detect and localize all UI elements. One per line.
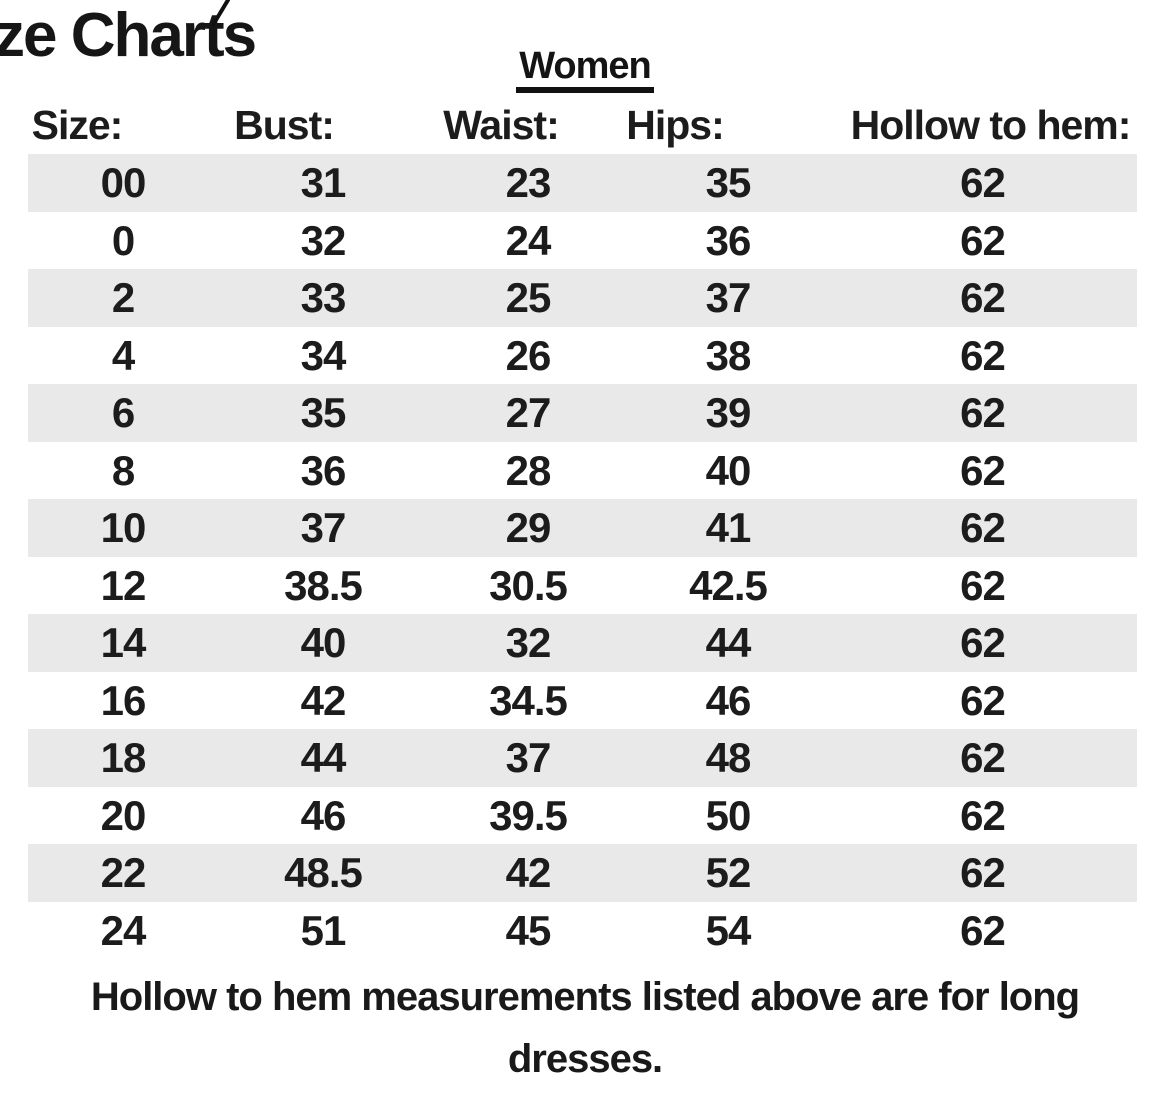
table-cell: 32 <box>300 216 347 264</box>
table-row: 22 48.5 42 52 62 <box>28 844 1137 902</box>
table-cell: 38 <box>705 331 752 379</box>
table-cell: 38.5 <box>284 561 363 609</box>
table-cell: 44 <box>705 619 752 666</box>
table-cell: 62 <box>960 216 1006 264</box>
table-cell: 48.5 <box>284 849 363 896</box>
table-cell: 52 <box>705 849 752 896</box>
table-cell: 35 <box>300 389 347 436</box>
table-cell: 42 <box>300 676 347 724</box>
table-cell: 62 <box>960 274 1006 321</box>
table-row: 18 44 37 48 62 <box>28 729 1137 787</box>
table-cell: 62 <box>960 791 1006 839</box>
table-cell: 51 <box>300 906 347 954</box>
table-cell: 26 <box>505 331 552 379</box>
table-cell: 31 <box>300 159 347 206</box>
table-cell: 42 <box>505 849 552 896</box>
table-row: 8 36 28 40 62 <box>28 442 1137 500</box>
table-cell: 28 <box>505 446 552 494</box>
table-cell: 14 <box>100 619 147 666</box>
table-cell: 24 <box>505 216 552 264</box>
table-cell: 6 <box>111 389 135 436</box>
table-cell: 18 <box>100 734 147 781</box>
table-cell: 12 <box>100 561 147 609</box>
table-cell: 62 <box>960 561 1006 609</box>
table-cell: 30.5 <box>489 561 568 609</box>
table-cell: 62 <box>960 331 1006 379</box>
size-table-body: 00 31 23 35 62 0 32 24 36 62 2 33 25 37 62 4 34 26 38 62 6 35… <box>28 154 1137 959</box>
table-cell: 50 <box>705 791 752 839</box>
column-header-bust: Bust: <box>234 102 335 148</box>
table-cell: 37 <box>300 504 347 551</box>
table-cell: 4 <box>111 331 135 379</box>
table-cell: 46 <box>705 676 752 724</box>
table-row: 10 37 29 41 62 <box>28 499 1137 557</box>
table-cell: 62 <box>960 159 1006 206</box>
page-title: ze Charts <box>0 1 257 70</box>
table-cell: 48 <box>705 734 752 781</box>
table-cell: 36 <box>705 216 752 264</box>
table-row: 20 46 39.5 50 62 <box>28 787 1137 845</box>
table-cell: 62 <box>960 446 1006 494</box>
table-cell: 10 <box>100 504 147 551</box>
table-cell: 22 <box>100 849 147 896</box>
table-header-row: Size: Bust: Waist: Hips: Hollow to hem: <box>28 100 1137 150</box>
table-cell: 40 <box>705 446 752 494</box>
footer-note: Hollow to hem measurements listed above … <box>0 966 1170 1090</box>
table-cell: 34 <box>300 331 347 379</box>
table-cell: 37 <box>505 734 552 781</box>
footer-note-line1: Hollow to hem measurements listed above … <box>90 975 1080 1019</box>
table-cell: 0 <box>111 216 135 264</box>
table-cell: 62 <box>960 676 1006 724</box>
column-header-hips: Hips: <box>626 102 725 148</box>
table-cell: 44 <box>300 734 347 781</box>
table-cell: 2 <box>111 274 135 321</box>
table-cell: 36 <box>300 446 347 494</box>
table-cell: 34.5 <box>489 676 568 724</box>
table-cell: 37 <box>705 274 752 321</box>
table-cell: 62 <box>960 619 1006 666</box>
table-cell: 54 <box>705 906 752 954</box>
column-header-hollowtohem: Hollow to hem: <box>850 102 1132 148</box>
table-cell: 8 <box>111 446 135 494</box>
table-cell: 45 <box>505 906 552 954</box>
group-heading-wrap: Women <box>0 46 1170 93</box>
table-cell: 32 <box>505 619 552 666</box>
group-heading-women: Women <box>516 46 654 93</box>
table-row: 00 31 23 35 62 <box>28 154 1137 212</box>
table-cell: 39.5 <box>489 791 568 839</box>
table-row: 0 32 24 36 62 <box>28 212 1137 270</box>
table-row: 24 51 45 54 62 <box>28 902 1137 960</box>
table-cell: 00 <box>100 159 147 206</box>
table-cell: 24 <box>100 906 147 954</box>
table-row: 14 40 32 44 62 <box>28 614 1137 672</box>
table-cell: 42.5 <box>689 561 768 609</box>
table-cell: 35 <box>705 159 752 206</box>
table-cell: 23 <box>505 159 552 206</box>
table-cell: 62 <box>960 906 1006 954</box>
table-cell: 62 <box>960 389 1006 436</box>
table-cell: 39 <box>705 389 752 436</box>
table-row: 12 38.5 30.5 42.5 62 <box>28 557 1137 615</box>
column-header-size: Size: <box>31 102 124 148</box>
table-cell: 25 <box>505 274 552 321</box>
table-cell: 27 <box>505 389 552 436</box>
table-cell: 40 <box>300 619 347 666</box>
table-row: 6 35 27 39 62 <box>28 384 1137 442</box>
table-cell: 62 <box>960 504 1006 551</box>
footer-note-line2: dresses. <box>507 1037 663 1081</box>
pen-stroke-mark <box>211 0 230 27</box>
table-cell: 62 <box>960 849 1006 896</box>
column-header-waist: Waist: <box>443 102 559 148</box>
table-cell: 16 <box>100 676 147 724</box>
table-row: 4 34 26 38 62 <box>28 327 1137 385</box>
table-row: 2 33 25 37 62 <box>28 269 1137 327</box>
table-cell: 29 <box>505 504 552 551</box>
table-cell: 62 <box>960 734 1006 781</box>
table-row: 16 42 34.5 46 62 <box>28 672 1137 730</box>
table-cell: 20 <box>100 791 147 839</box>
table-cell: 33 <box>300 274 347 321</box>
table-cell: 46 <box>300 791 347 839</box>
table-cell: 41 <box>705 504 752 551</box>
